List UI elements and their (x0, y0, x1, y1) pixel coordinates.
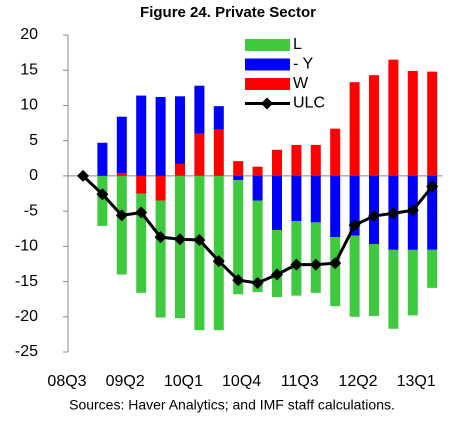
line-marker (135, 206, 148, 219)
bar (252, 175, 263, 201)
x-tick-label: 13Q1 (397, 373, 436, 390)
line-marker (368, 210, 380, 223)
line-marker (193, 233, 206, 246)
line-marker (232, 274, 245, 287)
bar (272, 149, 282, 176)
bar (116, 116, 127, 174)
bar (136, 95, 147, 176)
bar (175, 163, 185, 176)
bar (272, 230, 282, 298)
bar (310, 144, 321, 176)
line-marker (329, 257, 342, 270)
bar (388, 59, 399, 176)
legend-label: - Y (293, 56, 313, 73)
chart-title: Figure 24. Private Sector (140, 4, 316, 21)
bar (155, 96, 166, 176)
line-marker (174, 233, 186, 246)
bar (388, 249, 399, 329)
bar (427, 175, 438, 250)
bar (136, 175, 147, 194)
line-marker (348, 219, 361, 232)
legend-swatch (245, 58, 290, 71)
legend-marker (261, 97, 273, 110)
line-marker (212, 255, 225, 268)
y-tick-label: -25 (15, 343, 38, 360)
bar (369, 244, 379, 317)
bar (427, 249, 438, 288)
bar (194, 175, 205, 331)
line-marker (406, 204, 419, 217)
y-tick-label: -20 (15, 308, 38, 325)
line-marker (115, 209, 128, 222)
y-tick-label: 5 (29, 132, 38, 149)
legend-swatch (245, 39, 290, 51)
source-note: Sources: Haver Analytics; and IMF staff … (69, 397, 395, 413)
legend-label: ULC (293, 95, 325, 112)
bar (407, 70, 418, 176)
x-tick-label: 12Q2 (338, 373, 377, 390)
bar (155, 175, 166, 201)
x-tick-label: 10Q1 (164, 373, 203, 390)
y-tick-label: -15 (15, 273, 38, 290)
line-marker (77, 169, 89, 182)
bar (233, 180, 244, 295)
bar (194, 85, 205, 134)
legend-swatch (245, 78, 290, 90)
bar (97, 142, 108, 176)
bar (233, 175, 244, 181)
x-tick-label: 11Q3 (281, 373, 319, 390)
bar (310, 175, 321, 223)
bar (310, 222, 321, 293)
line-marker (387, 207, 400, 220)
line-marker (290, 258, 303, 271)
bar (136, 193, 147, 293)
y-tick-label: 20 (20, 26, 38, 43)
bar (291, 220, 302, 296)
bar (252, 166, 263, 176)
line-marker (426, 180, 439, 193)
bar (233, 161, 244, 176)
bar (407, 249, 418, 316)
bar (330, 175, 341, 238)
bar (116, 173, 127, 176)
bar (175, 175, 185, 319)
bar (252, 200, 263, 293)
bar (213, 129, 224, 176)
bar (213, 175, 224, 331)
line-marker (154, 231, 167, 244)
x-tick-label: 10Q4 (222, 373, 261, 390)
bar (427, 71, 438, 176)
bar (97, 175, 108, 226)
x-tick-label: 08Q3 (47, 373, 86, 390)
bar (272, 175, 282, 231)
bar (116, 175, 127, 275)
bar (291, 175, 302, 221)
line-marker (309, 258, 322, 271)
bar (155, 200, 166, 318)
bar (349, 175, 360, 236)
bar (194, 133, 205, 176)
bar (369, 75, 379, 176)
bar (349, 82, 360, 176)
bar (330, 237, 341, 307)
y-tick-label: -5 (24, 202, 38, 219)
x-tick-label: 09Q2 (106, 373, 145, 390)
bar (175, 96, 185, 164)
bar (213, 106, 224, 130)
y-tick-label: 0 (29, 167, 38, 184)
bar (349, 235, 360, 317)
line-marker (271, 268, 283, 281)
y-tick-label: 15 (20, 61, 38, 78)
y-tick-label: -10 (15, 238, 38, 255)
line-marker (96, 188, 109, 201)
y-tick-label: 10 (20, 97, 38, 114)
bar (291, 144, 302, 176)
line-marker (251, 276, 264, 289)
legend-label: L (293, 36, 302, 53)
legend-label: W (293, 75, 309, 92)
bar (330, 128, 341, 176)
